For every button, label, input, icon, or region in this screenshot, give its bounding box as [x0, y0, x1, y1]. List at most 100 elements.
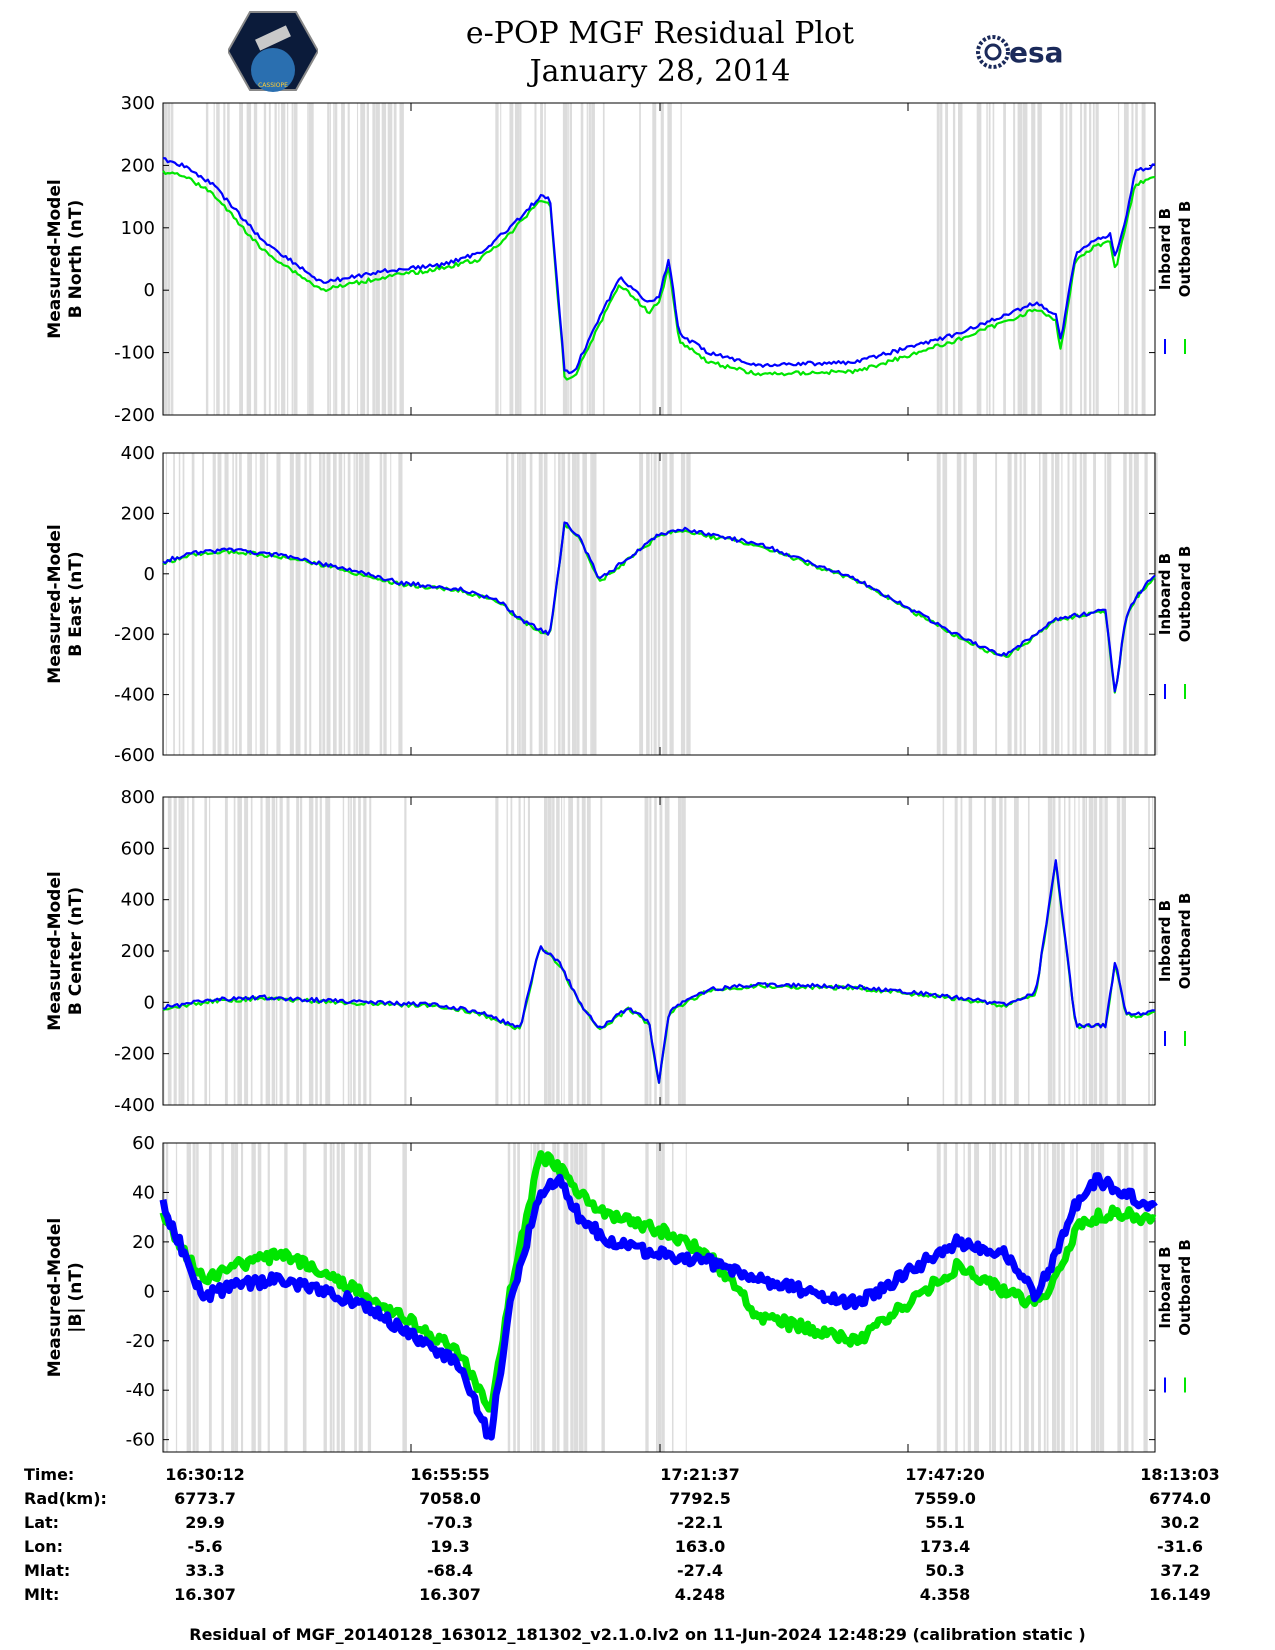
gap-band	[1089, 103, 1092, 415]
gap-band	[968, 797, 973, 1105]
gap-band	[664, 797, 670, 1105]
gap-band	[196, 1143, 199, 1452]
gap-band	[960, 797, 963, 1105]
gap-band	[1104, 797, 1108, 1105]
gap-band	[387, 103, 393, 415]
gap-band	[266, 453, 269, 755]
gap-band	[992, 103, 995, 415]
series-outboard-line	[159, 1150, 1157, 1413]
gap-band	[402, 1143, 407, 1452]
gap-band	[379, 453, 383, 755]
gap-band	[963, 1143, 965, 1452]
gap-band	[239, 453, 242, 755]
gap-band	[1064, 797, 1066, 1105]
gap-band	[355, 453, 359, 755]
gap-band	[1143, 1143, 1148, 1452]
y-tick-label: -400	[114, 1095, 155, 1116]
gap-band	[1124, 1143, 1129, 1452]
gap-band	[289, 453, 294, 755]
gap-band	[350, 797, 352, 1105]
gap-band	[1116, 797, 1121, 1105]
gap-band	[393, 103, 397, 415]
gap-band	[170, 103, 174, 415]
gap-band	[366, 103, 369, 415]
gap-band	[562, 103, 568, 415]
gap-band	[1093, 797, 1098, 1105]
y-tick-label: 0	[144, 564, 155, 585]
gap-band	[989, 1143, 992, 1452]
gap-band	[279, 797, 283, 1105]
gap-band	[1061, 1143, 1065, 1452]
gap-band	[173, 453, 175, 755]
footer-cell: 19.3	[430, 1537, 470, 1556]
plot-frame	[162, 102, 1156, 416]
gap-band	[186, 1143, 192, 1452]
gap-band	[556, 797, 560, 1105]
gap-band	[1007, 453, 1012, 755]
gap-band	[586, 103, 588, 415]
gap-band	[570, 1143, 574, 1452]
gap-band	[1080, 103, 1083, 415]
gap-band	[600, 797, 603, 1105]
gap-band	[972, 453, 977, 755]
data-gap-bands	[163, 103, 1146, 415]
gap-band	[178, 453, 181, 755]
y-tick-label: -100	[114, 343, 155, 364]
gap-band	[1052, 1143, 1057, 1452]
gap-band	[271, 797, 276, 1105]
gap-band	[187, 797, 189, 1105]
gap-band	[216, 103, 220, 415]
gap-band	[1027, 797, 1030, 1105]
y-tick-label: 800	[121, 787, 155, 808]
gap-band	[334, 103, 338, 415]
gap-band	[1056, 1143, 1060, 1452]
gap-band	[514, 103, 520, 415]
gap-band	[308, 103, 314, 415]
gap-band	[495, 103, 499, 415]
gap-band	[167, 797, 172, 1105]
gap-band	[574, 1143, 579, 1452]
footer-cell: 50.3	[925, 1561, 965, 1580]
gap-band	[333, 103, 335, 415]
gap-band	[986, 103, 988, 415]
gap-band	[268, 103, 271, 415]
footer-note: Residual of MGF_20140128_163012_181302_v…	[189, 1625, 1086, 1644]
gap-band	[506, 797, 508, 1105]
y-tick-label: 0	[144, 280, 155, 301]
gap-band	[319, 797, 322, 1105]
gap-band	[1107, 453, 1112, 755]
gap-band	[399, 103, 404, 415]
gap-band	[239, 103, 243, 415]
gap-band	[495, 797, 499, 1105]
gap-band	[284, 1143, 288, 1452]
footer-cell: 17:21:37	[660, 1465, 740, 1484]
gap-band	[956, 453, 962, 755]
gap-band	[251, 1143, 256, 1452]
data-gap-bands	[163, 453, 1158, 755]
gap-band	[1135, 103, 1138, 415]
footer-cell: 7058.0	[419, 1489, 481, 1508]
gap-band	[945, 103, 949, 415]
gap-band	[552, 797, 555, 1105]
gap-band	[398, 453, 403, 755]
gap-band	[286, 797, 290, 1105]
gap-band	[372, 103, 376, 415]
gap-band	[204, 797, 207, 1105]
gap-band	[591, 453, 597, 755]
cassiope-logo: CASSIOPE	[228, 11, 318, 92]
footer-row-label: Mlat:	[24, 1561, 71, 1580]
footer-cell: -27.4	[676, 1561, 724, 1580]
gap-band	[278, 103, 280, 415]
gap-band	[180, 797, 185, 1105]
gap-band	[213, 103, 215, 415]
footer-row-label: Mlt:	[24, 1585, 60, 1604]
gap-band	[1095, 1143, 1100, 1452]
gap-band	[1083, 103, 1087, 415]
gap-band	[974, 1143, 980, 1452]
y-tick-label: 60	[132, 1133, 155, 1154]
gap-band	[1017, 103, 1023, 415]
gap-band	[1121, 797, 1127, 1105]
data-gap-bands	[163, 797, 1157, 1105]
y-tick-label: 200	[121, 941, 155, 962]
gap-band	[1078, 797, 1080, 1105]
